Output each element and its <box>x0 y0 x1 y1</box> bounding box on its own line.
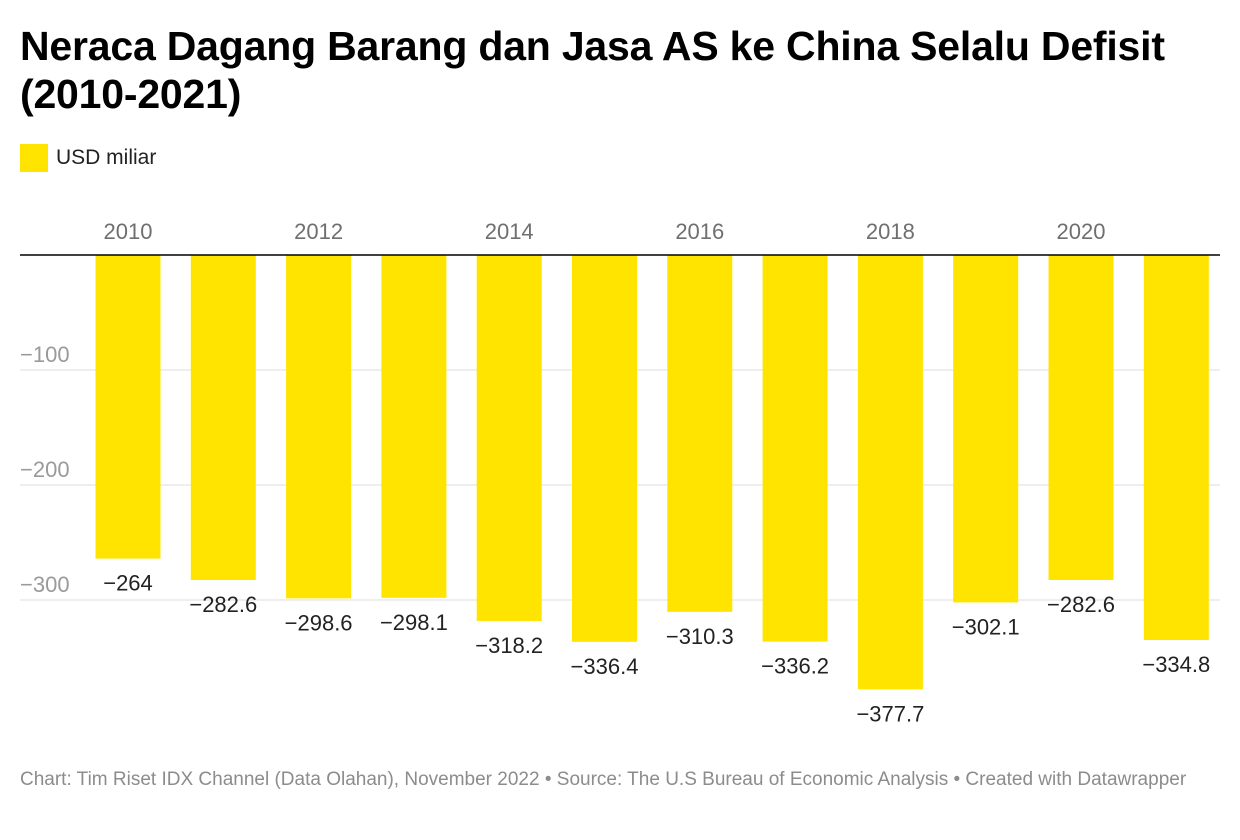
y-tick-label: −300 <box>20 572 70 597</box>
bar <box>476 255 542 621</box>
y-tick-label: −200 <box>20 457 70 482</box>
x-tick-label: 2014 <box>485 219 534 244</box>
data-label: −298.6 <box>285 610 353 635</box>
data-label: −377.7 <box>856 701 924 726</box>
bar <box>95 255 161 559</box>
x-tick-label: 2012 <box>294 219 343 244</box>
data-label: −282.6 <box>1047 592 1115 617</box>
x-tick-label: 2018 <box>866 219 915 244</box>
bar <box>953 255 1019 603</box>
bar <box>667 255 733 612</box>
bar <box>1048 255 1114 580</box>
legend-swatch <box>20 144 48 172</box>
data-label: −298.1 <box>380 610 448 635</box>
bar <box>572 255 637 642</box>
bar-chart: −100 −200 −300 2010 2012 2014 2016 2018 2020 −264… <box>20 219 1220 726</box>
bar <box>857 255 923 690</box>
x-tick-label: 2020 <box>1057 219 1106 244</box>
data-label: −336.4 <box>571 654 639 679</box>
y-tick-label: −100 <box>20 342 70 367</box>
bar <box>1143 255 1209 641</box>
data-label: −336.2 <box>761 654 829 679</box>
chart-footer: Chart: Tim Riset IDX Channel (Data Olaha… <box>20 769 1187 790</box>
legend: USD miliar <box>20 144 156 172</box>
data-label: −302.1 <box>952 614 1020 639</box>
x-tick-label: 2010 <box>104 219 153 244</box>
bar <box>286 255 352 599</box>
data-label: −310.3 <box>666 624 734 649</box>
data-label: −282.6 <box>189 592 257 617</box>
data-label: −318.2 <box>475 633 543 658</box>
x-tick-label: 2016 <box>675 219 724 244</box>
legend-label: USD miliar <box>56 146 157 169</box>
bar <box>762 255 828 642</box>
bar <box>190 255 256 580</box>
data-label: −334.8 <box>1142 652 1210 677</box>
bar <box>381 255 447 598</box>
chart-title: Neraca Dagang Barang dan Jasa AS ke Chin… <box>20 23 1165 117</box>
data-label: −264 <box>103 571 153 596</box>
